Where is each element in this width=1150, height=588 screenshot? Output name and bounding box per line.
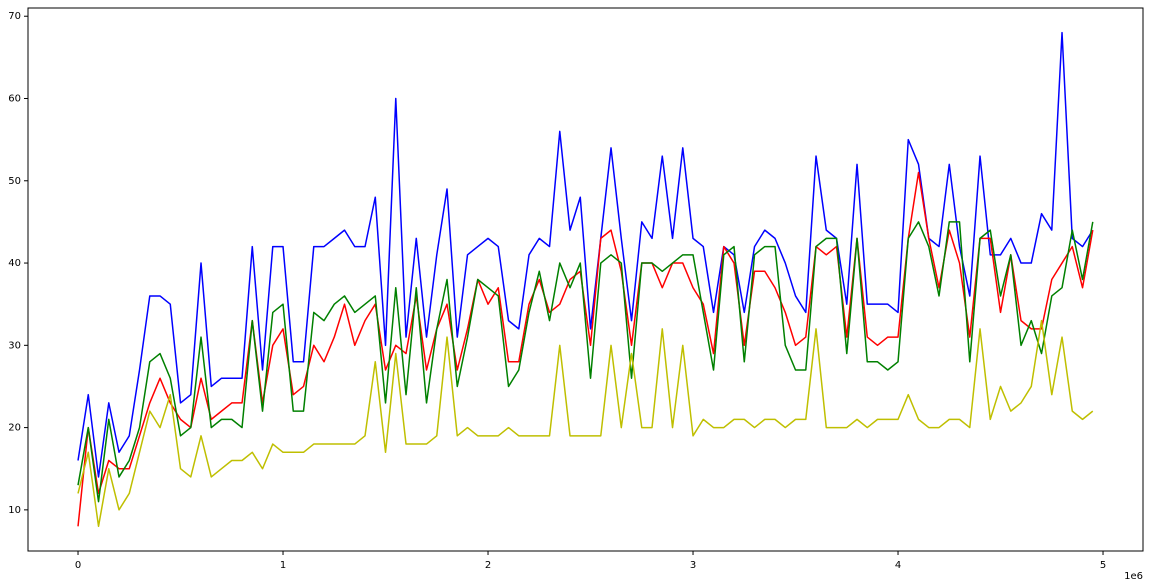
x-tick-label: 2 <box>485 560 491 571</box>
x-offset-label: 1e6 <box>1124 571 1143 582</box>
y-tick-label: 60 <box>8 94 21 105</box>
y-tick-label: 40 <box>8 258 21 269</box>
y-tick-label: 10 <box>8 505 21 516</box>
x-tick-label: 1 <box>280 560 286 571</box>
y-tick-label: 30 <box>8 340 21 351</box>
series-line <box>77 319 1094 528</box>
y-tick-label: 20 <box>8 423 21 434</box>
axes-frame <box>27 7 1144 552</box>
y-tick-label: 50 <box>8 176 21 187</box>
series-line <box>77 221 1094 503</box>
x-tick-label: 5 <box>1100 560 1106 571</box>
plot-area <box>28 8 1143 551</box>
x-tick-label: 3 <box>690 560 696 571</box>
x-tick-label: 0 <box>75 560 81 571</box>
series-line <box>77 171 1094 527</box>
y-tick-label: 70 <box>8 11 21 22</box>
x-tick-label: 4 <box>895 560 901 571</box>
